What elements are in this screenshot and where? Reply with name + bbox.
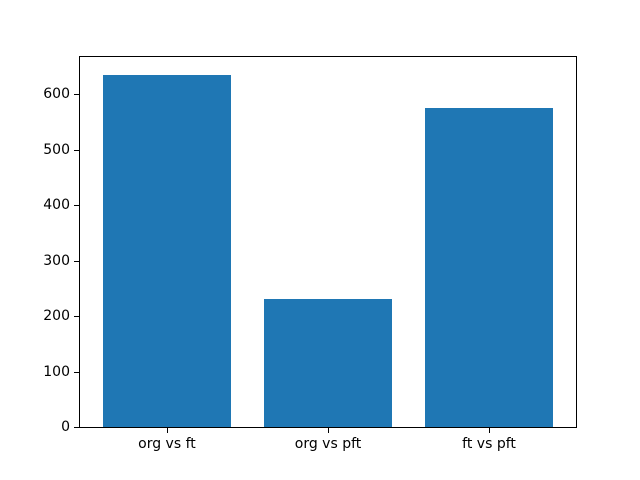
y-tick-label: 200 — [43, 308, 70, 324]
y-tick-mark — [74, 94, 79, 96]
bar-org-vs-ft — [102, 74, 232, 427]
x-tick-mark — [328, 428, 329, 433]
y-tick-mark — [74, 316, 79, 317]
bar-org-vs-pft — [263, 299, 393, 427]
x-tick-mark — [166, 428, 168, 433]
y-tick-mark — [74, 149, 79, 151]
y-tick-label: 100 — [43, 363, 70, 380]
y-tick-label: 0 — [61, 419, 70, 435]
y-tick-mark — [74, 371, 79, 373]
y-tick-label: 500 — [43, 141, 70, 158]
x-tick-label: org vs ft — [138, 436, 196, 452]
x-tick-label: ft vs pft — [462, 436, 516, 452]
y-tick-mark — [74, 260, 79, 262]
bar-ft-vs-pft — [424, 107, 554, 427]
y-tick-label: 400 — [43, 197, 70, 214]
x-tick-label: org vs pft — [294, 436, 362, 452]
y-tick-mark — [74, 205, 79, 207]
y-tick-mark — [74, 427, 79, 428]
x-tick-mark — [489, 428, 491, 433]
y-tick-label: 600 — [43, 86, 70, 103]
plot-area — [79, 56, 577, 428]
y-tick-label: 300 — [43, 252, 70, 269]
